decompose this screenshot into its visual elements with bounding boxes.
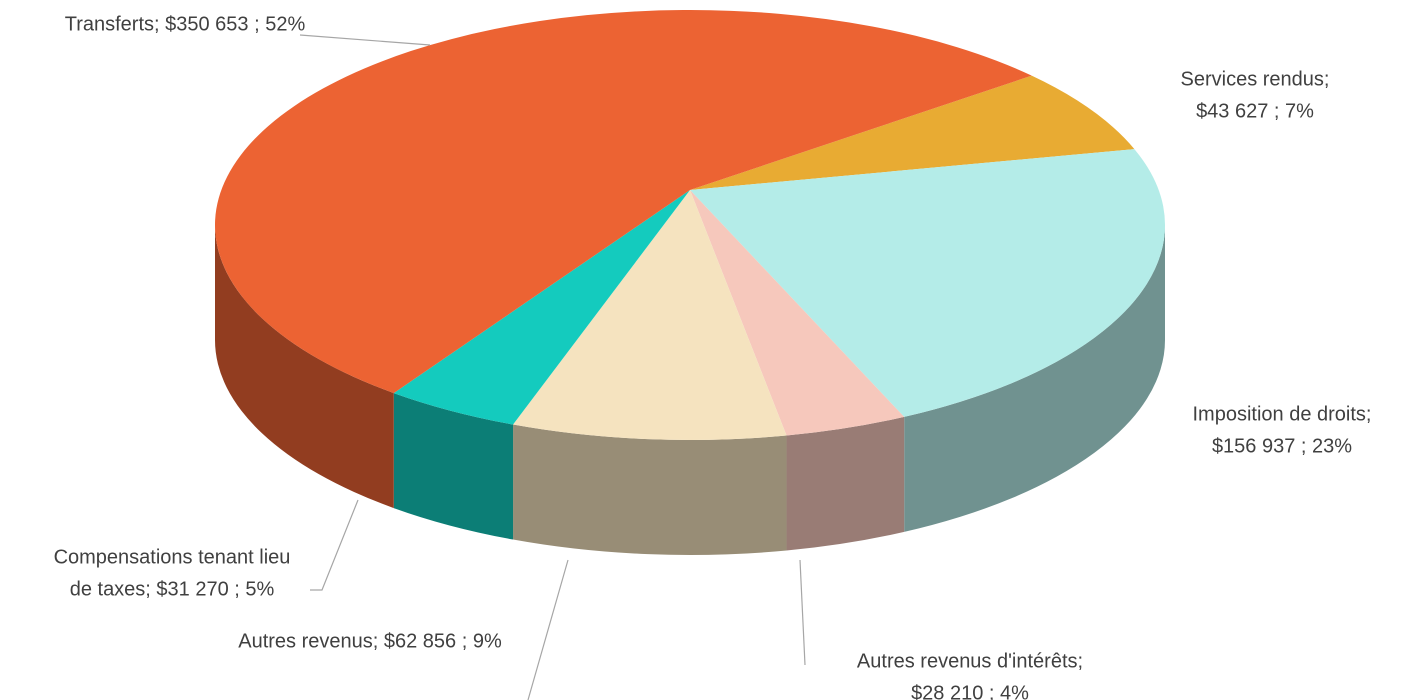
data-label: de taxes; $31 270 ; 5% xyxy=(70,578,275,600)
slice-side xyxy=(393,393,514,540)
data-label: $28 210 ; 4% xyxy=(911,682,1029,700)
slice xyxy=(690,190,905,436)
slice xyxy=(214,9,1032,394)
leader-line xyxy=(527,559,569,700)
data-label: $156 937 ; 23% xyxy=(1212,435,1352,457)
data-label: Imposition de droits; xyxy=(1193,403,1372,425)
slice-side xyxy=(786,416,905,551)
data-label: Autres revenus; $62 856 ; 9% xyxy=(238,630,502,652)
slice-side xyxy=(214,225,394,509)
data-label: Services rendus; xyxy=(1181,68,1330,90)
slice-side xyxy=(513,424,787,555)
slice xyxy=(690,75,1135,190)
data-label: $43 627 ; 7% xyxy=(1196,100,1314,122)
slice xyxy=(393,190,690,425)
slice xyxy=(513,190,787,440)
slice xyxy=(690,149,1165,417)
data-label: Compensations tenant lieu xyxy=(54,546,291,568)
slice-side xyxy=(904,225,1165,532)
leader-line xyxy=(310,499,359,591)
data-label: Transferts; $350 653 ; 52% xyxy=(65,13,306,35)
data-label: Autres revenus d'intérêts; xyxy=(857,650,1083,672)
leader-line xyxy=(799,559,806,666)
leader-line xyxy=(299,34,431,46)
